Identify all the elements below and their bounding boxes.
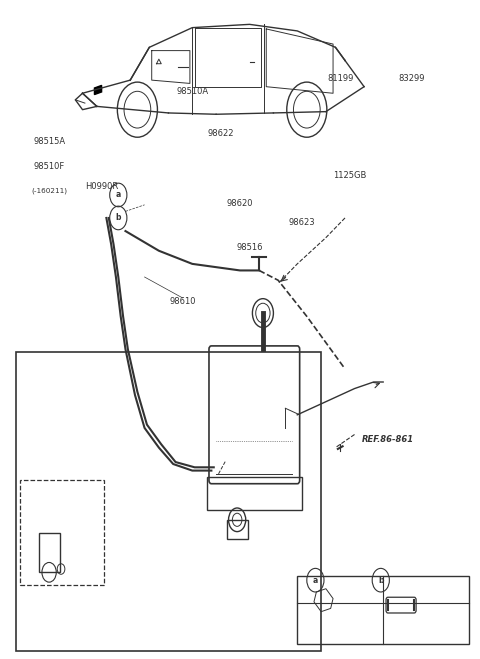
Text: (-160211): (-160211) [31,187,67,194]
Bar [297,575,469,645]
Text: REF.86-861: REF.86-861 [362,435,414,444]
Text: 98516: 98516 [236,243,263,252]
Bar [38,533,60,572]
Text: 98510F: 98510F [34,162,65,171]
Text: 98510A: 98510A [176,87,208,96]
Text: 98610: 98610 [169,297,196,306]
Text: 98620: 98620 [227,199,253,208]
Text: a: a [116,190,121,200]
Text: 98622: 98622 [208,129,234,138]
Text: 1125GB: 1125GB [333,171,366,180]
Text: 98515A: 98515A [33,136,65,146]
Bar [16,353,321,651]
Bar [21,480,104,585]
Text: H0990R: H0990R [85,182,118,191]
Text: 98623: 98623 [289,218,315,227]
Polygon shape [95,86,102,95]
Text: a: a [313,576,318,585]
Text: 81199: 81199 [327,74,353,83]
Text: b: b [116,214,121,223]
Text: b: b [378,576,384,585]
Bar [206,477,302,510]
Bar [227,520,248,540]
Text: 83299: 83299 [398,74,425,83]
